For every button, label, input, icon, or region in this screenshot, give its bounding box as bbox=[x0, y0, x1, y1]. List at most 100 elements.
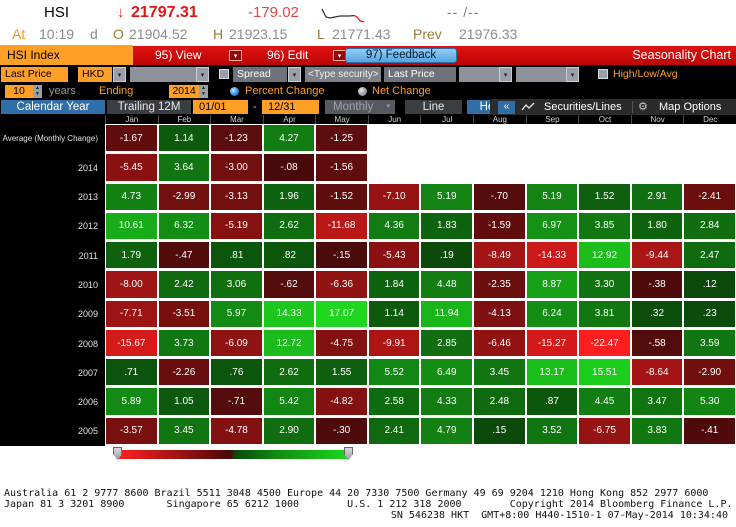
period-dropdown[interactable]: Monthly bbox=[325, 100, 395, 114]
heatmap-cell-2013-oct: 1.52 bbox=[579, 183, 630, 210]
date-to-input[interactable]: 12/31 bbox=[262, 100, 319, 114]
heatmap-cell-2013-may: -1.52 bbox=[316, 183, 367, 210]
empty-dropdown-2[interactable] bbox=[459, 67, 499, 82]
spread-dropdown-arrow-icon[interactable] bbox=[288, 67, 301, 82]
heatmap-cell-2005-oct: -6.75 bbox=[579, 417, 630, 444]
years-stepper[interactable] bbox=[33, 85, 42, 98]
heatmap-cell-2008-nov: -.58 bbox=[631, 329, 683, 357]
month-header-sep: Sep bbox=[525, 115, 579, 124]
view-menu-arrow-icon[interactable] bbox=[229, 50, 242, 61]
heatmap-cell-2006-feb: 1.05 bbox=[158, 388, 210, 415]
years-input[interactable]: 10 bbox=[5, 85, 33, 98]
high-low-avg-checkbox[interactable] bbox=[598, 69, 608, 79]
heatmap-cell-average-monthly-change-apr: 4.27 bbox=[263, 125, 315, 152]
heatmap-cell-average-monthly-change-aug bbox=[474, 125, 525, 151]
heatmap-cell-2012-jun: 4.36 bbox=[368, 212, 420, 240]
line-view-button[interactable]: Line bbox=[405, 100, 462, 114]
heatmap-cell-2013-jan: 4.73 bbox=[106, 183, 157, 210]
calendar-year-tab[interactable]: Calendar Year bbox=[1, 100, 105, 114]
open-value: 21904.52 bbox=[129, 26, 188, 42]
price-field-dropdown[interactable]: Last Price bbox=[1, 67, 68, 82]
securities-lines-button[interactable]: Securities/Lines bbox=[544, 101, 622, 113]
heatmap-row-2011: 2011 1.79 -.47.81.82 -.15 -5.43.19 -8.49 -14.3… bbox=[0, 241, 736, 270]
heatmap-cell-2008-aug: -6.46 bbox=[474, 329, 525, 357]
feedback-button[interactable]: 97) Feedback bbox=[345, 48, 457, 63]
heatmap-cell-average-monthly-change-jul bbox=[421, 125, 472, 151]
spread-checkbox[interactable] bbox=[219, 69, 229, 79]
heatmap-cell-2009-mar: 5.97 bbox=[211, 300, 262, 327]
ticker-symbol: HSI bbox=[44, 4, 70, 21]
currency-dropdown-arrow-icon[interactable] bbox=[113, 67, 126, 82]
empty-dropdown-1[interactable] bbox=[130, 67, 196, 82]
heatmap-cell-2008-may: -4.75 bbox=[316, 329, 367, 357]
heatmap-cell-2014-nov bbox=[632, 154, 683, 180]
map-options-button[interactable]: Map Options bbox=[659, 101, 722, 113]
toolbar-right-segment: Securities/Lines Map Options bbox=[490, 99, 736, 115]
heatmap-cell-2012-jan: 10.61 bbox=[106, 212, 157, 240]
heatmap-cell-2008-apr: 12.72 bbox=[263, 329, 315, 357]
heatmap-grid: Average (Monthly Change) -1.67 1.14 -1.23 4.… bbox=[0, 124, 736, 446]
empty-dropdown-2-arrow-icon[interactable] bbox=[499, 67, 512, 82]
edit-menu[interactable]: 96) Edit bbox=[267, 48, 309, 62]
heatmap-row-2009: 2009 -7.71 -3.51 5.97 14.33 17.07 1.14 11.94 -4.… bbox=[0, 300, 736, 329]
scale-min-handle[interactable] bbox=[113, 447, 122, 460]
heatmap-cell-2011-nov: -9.44 bbox=[631, 242, 683, 269]
heatmap-cell-2008-jul: 2.85 bbox=[421, 329, 473, 357]
percent-change-radio[interactable] bbox=[230, 87, 239, 96]
heatmap-cell-2010-apr: -.62 bbox=[263, 271, 315, 298]
heatmap-cell-2013-feb: -2.99 bbox=[158, 183, 210, 210]
month-header-row: Jan Feb Mar Apr May Jun Jul Aug Sep Oct Nov Dec bbox=[0, 115, 736, 124]
currency-dropdown[interactable]: HKD bbox=[78, 67, 112, 82]
heatmap-cell-2012-mar: -5.19 bbox=[211, 212, 262, 240]
bid-ask-placeholder: -- /-- bbox=[447, 4, 480, 20]
ending-year-input[interactable]: 2014 bbox=[169, 85, 199, 98]
empty-dropdown-3-arrow-icon[interactable] bbox=[566, 67, 579, 82]
spread-dropdown[interactable]: Spread bbox=[233, 67, 287, 82]
collapse-button[interactable] bbox=[498, 101, 515, 114]
ending-year-stepper[interactable] bbox=[199, 85, 208, 98]
heatmap-cell-2010-feb: 2.42 bbox=[158, 271, 210, 298]
month-header-may: May bbox=[315, 115, 368, 124]
heatmap-cell-2007-aug: 3.45 bbox=[474, 359, 525, 386]
row-label-2005: 2005 bbox=[0, 417, 105, 446]
menu-bar: HSI Index 95) View 96) Edit 97) Feedback… bbox=[0, 45, 736, 65]
month-header-feb: Feb bbox=[157, 115, 211, 124]
heatmap-cell-2012-nov: 1.80 bbox=[631, 212, 683, 240]
heatmap-cell-2006-mar: -.71 bbox=[211, 388, 262, 415]
heatmap-cell-2005-jul: 4.79 bbox=[421, 417, 473, 444]
down-arrow-icon: ↓ bbox=[117, 4, 125, 21]
row-label-average-monthly-change: Average (Monthly Change) bbox=[2, 134, 98, 144]
empty-dropdown-3[interactable] bbox=[516, 67, 566, 82]
heatmap-cell-2010-nov: -.38 bbox=[631, 271, 683, 298]
empty-dropdown-1-arrow-icon[interactable] bbox=[196, 67, 209, 82]
heatmap-cell-2011-sep: -14.33 bbox=[526, 242, 578, 269]
date-from-input[interactable]: 01/01 bbox=[193, 100, 248, 114]
heatmap-cell-2005-aug: .15 bbox=[474, 417, 525, 444]
row-label-2010: 2010 bbox=[0, 270, 105, 299]
heatmap-cell-average-monthly-change-dec bbox=[684, 125, 735, 151]
type-security-input[interactable]: <Type security> bbox=[305, 67, 381, 82]
scale-max-handle[interactable] bbox=[344, 447, 353, 460]
heatmap-cell-2010-dec: .12 bbox=[684, 271, 735, 298]
control-row-view: Calendar Year Trailing 12M 01/01 - 12/31… bbox=[0, 99, 736, 115]
heatmap-cell-2012-sep: 6.97 bbox=[526, 212, 578, 240]
date-range-separator: - bbox=[253, 101, 257, 113]
heatmap-cell-2007-feb: -2.26 bbox=[158, 359, 210, 386]
net-change-radio[interactable] bbox=[358, 87, 367, 96]
security-tab[interactable]: HSI Index bbox=[0, 45, 133, 65]
heatmap-cell-2006-oct: 4.45 bbox=[579, 388, 630, 415]
price-field-dropdown-2[interactable]: Last Price bbox=[384, 67, 456, 82]
gear-icon[interactable] bbox=[638, 99, 648, 115]
trailing-12m-tab[interactable]: Trailing 12M bbox=[107, 100, 191, 114]
view-menu[interactable]: 95) View bbox=[155, 48, 202, 62]
open-label: O bbox=[113, 26, 124, 42]
heatmap-cell-2007-mar: .76 bbox=[211, 359, 262, 386]
heatmap-row-2007: 2007.71 -2.26.76 2.62 1.55 5.52 6.49 3.45 13.17… bbox=[0, 358, 736, 387]
heatmap-cell-2010-jul: 4.48 bbox=[421, 271, 473, 298]
heatmap-cell-2011-apr: .82 bbox=[263, 242, 315, 269]
heatmap-cell-2006-dec: 5.30 bbox=[684, 388, 735, 415]
heatmap-cell-2012-oct: 3.85 bbox=[579, 212, 630, 240]
low-label: L bbox=[317, 26, 325, 42]
heatmap-cell-2010-may: -6.36 bbox=[316, 271, 367, 298]
month-header-jan: Jan bbox=[105, 115, 158, 124]
